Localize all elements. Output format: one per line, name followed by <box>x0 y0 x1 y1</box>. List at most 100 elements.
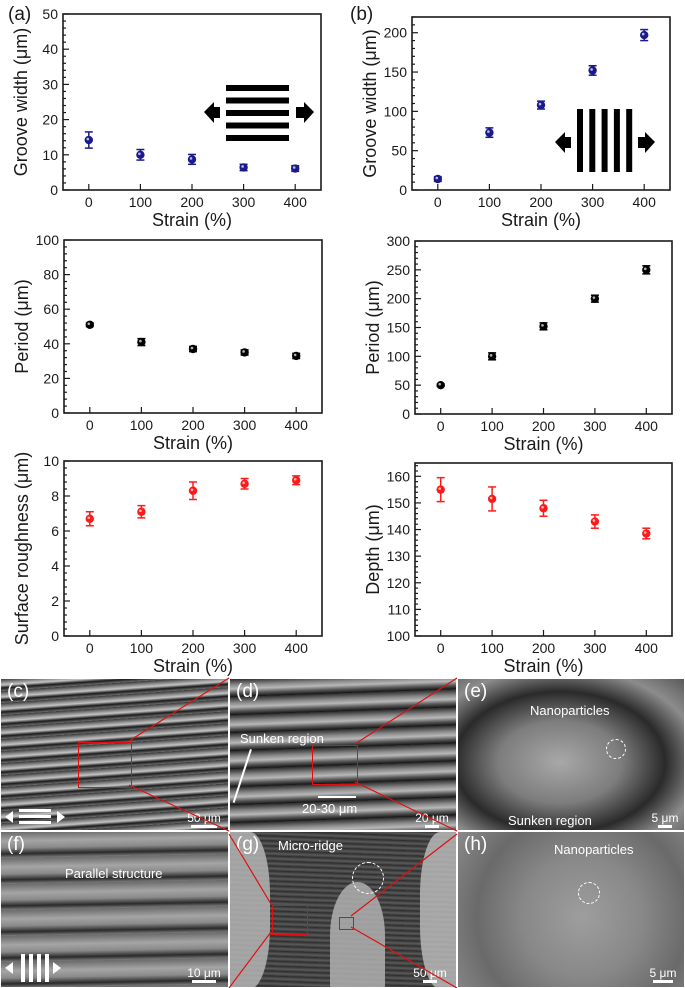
sem-panel-g: (g) Micro-ridge 50 μm <box>229 831 457 988</box>
panel-label: (a) <box>8 4 31 25</box>
data-point <box>640 28 649 42</box>
data-point <box>84 131 94 149</box>
data-point <box>136 148 145 161</box>
y-tick-label: 140 <box>387 522 411 538</box>
y-tick-label: 30 <box>42 76 58 92</box>
y-tick-label: 50 <box>394 377 410 393</box>
y-tick-label: 200 <box>387 291 411 307</box>
sem-panel-c: (c) 50 μm <box>0 678 229 831</box>
data-point <box>85 320 95 329</box>
x-axis-title: Strain (%) <box>153 433 233 453</box>
data-point <box>239 163 248 172</box>
x-tick-label: 300 <box>581 194 605 210</box>
y-tick-label: 4 <box>51 558 59 574</box>
scalebar-c: 50 μm <box>184 811 224 828</box>
data-point <box>188 344 198 354</box>
x-tick-label: 300 <box>233 640 257 656</box>
x-tick-label: 200 <box>532 640 556 656</box>
y-tick-label: 130 <box>387 548 411 564</box>
data-point <box>291 164 300 173</box>
data-point <box>436 476 445 503</box>
arrow-sunken-region <box>232 749 252 803</box>
data-point <box>137 504 146 519</box>
x-tick-label: 400 <box>635 640 659 656</box>
y-tick-label: 300 <box>387 233 411 249</box>
y-tick-label: 20 <box>43 370 59 386</box>
chart-b-groove-width: 0 50 100 150 200 0 100 200 300 400 Strain (%) Groov… <box>342 0 685 230</box>
x-tick-label: 400 <box>635 418 659 434</box>
x-tick-label: 100 <box>480 418 504 434</box>
y-axis-title: Surface roughness (μm) <box>12 452 32 645</box>
micro-ridge-circle <box>352 862 384 894</box>
sem-label-f: (f) <box>7 834 25 855</box>
sem-label-e: (e) <box>464 681 488 702</box>
chart-b-depth: 100 110 120 130 140 150 160 0 100 200 300 400 Strain… <box>342 440 685 676</box>
chart-b-period: 0 50 100 150 200 250 300 0 100 200 300 400 Strain (%… <box>342 220 685 454</box>
y-tick-label: 100 <box>36 232 60 248</box>
x-tick-label: 100 <box>130 640 154 656</box>
data-point <box>240 348 249 357</box>
data-point <box>536 100 546 110</box>
y-tick-label: 0 <box>402 406 410 422</box>
data-point <box>590 514 600 529</box>
x-tick-label: 300 <box>233 417 257 433</box>
vertical-stripes-arrows-icon <box>555 109 655 172</box>
y-tick-label: 200 <box>384 25 408 41</box>
scalebar-e: 5 μm <box>650 811 680 828</box>
data-point <box>292 475 301 486</box>
ridge-center <box>330 882 385 987</box>
x-tick-label: 200 <box>181 640 205 656</box>
data-point <box>485 127 494 139</box>
y-tick-label: 0 <box>51 628 59 644</box>
y-tick-label: 6 <box>51 523 59 539</box>
panel-label: (b) <box>350 4 373 25</box>
y-tick-label: 10 <box>43 453 59 469</box>
x-tick-label: 0 <box>86 640 94 656</box>
nanoparticle-circle <box>606 739 626 759</box>
note-nanoparticles: Nanoparticles <box>530 703 610 718</box>
double-arrow-width <box>318 796 356 798</box>
y-tick-label: 10 <box>42 147 58 163</box>
vertical-stripes-arrows-icon <box>5 954 65 984</box>
scalebar-g: 50 μm <box>410 966 450 983</box>
y-tick-label: 20 <box>42 112 58 128</box>
y-tick-label: 50 <box>391 143 407 159</box>
chart-a-surface-roughness: 0 2 4 6 8 10 0 100 200 300 400 Strain (%) Surface ro… <box>0 440 340 676</box>
x-tick-label: 100 <box>480 640 504 656</box>
x-axis-title: Strain (%) <box>503 656 583 676</box>
data-point <box>137 337 146 347</box>
data-point <box>590 294 600 303</box>
note-parallel-structure: Parallel structure <box>65 866 163 881</box>
data-point <box>487 486 497 512</box>
data-point <box>539 322 548 331</box>
note-20-30-um: 20-30 μm <box>302 801 358 816</box>
horizontal-stripes-arrows-icon <box>204 85 314 141</box>
y-tick-label: 160 <box>387 468 411 484</box>
data-point <box>642 527 651 540</box>
y-tick-label: 150 <box>384 64 408 80</box>
y-axis-title: Groove width (μm) <box>11 28 31 176</box>
x-tick-label: 0 <box>437 418 445 434</box>
nanoparticle-circle <box>578 882 600 904</box>
horizontal-stripes-arrows-icon <box>5 809 65 829</box>
y-tick-label: 8 <box>51 488 59 504</box>
x-tick-label: 400 <box>285 417 309 433</box>
note-sunken-region: Sunken region <box>508 813 592 828</box>
chart-a-period: 0 20 40 60 80 100 0 100 200 300 400 Strain (%) Perio… <box>0 220 340 453</box>
y-tick-label: 80 <box>43 267 59 283</box>
y-tick-label: 40 <box>43 336 59 352</box>
plot-frame <box>63 239 323 414</box>
note-sunken-region: Sunken region <box>240 731 324 746</box>
data-point <box>539 499 548 517</box>
y-tick-label: 100 <box>387 348 411 364</box>
x-axis-title: Strain (%) <box>503 434 583 454</box>
sem-panel-f: (f) Parallel structure 10 μm <box>0 831 229 988</box>
data-point <box>292 351 301 361</box>
data-point <box>188 481 198 501</box>
data-point <box>433 174 442 184</box>
y-axis-title: Period (μm) <box>12 279 32 373</box>
x-axis-title: Strain (%) <box>153 656 233 676</box>
y-tick-label: 100 <box>384 103 408 119</box>
x-tick-label: 0 <box>85 194 93 210</box>
sem-panel-d: (d) Sunken region 20-30 μm 20 μm <box>229 678 457 831</box>
